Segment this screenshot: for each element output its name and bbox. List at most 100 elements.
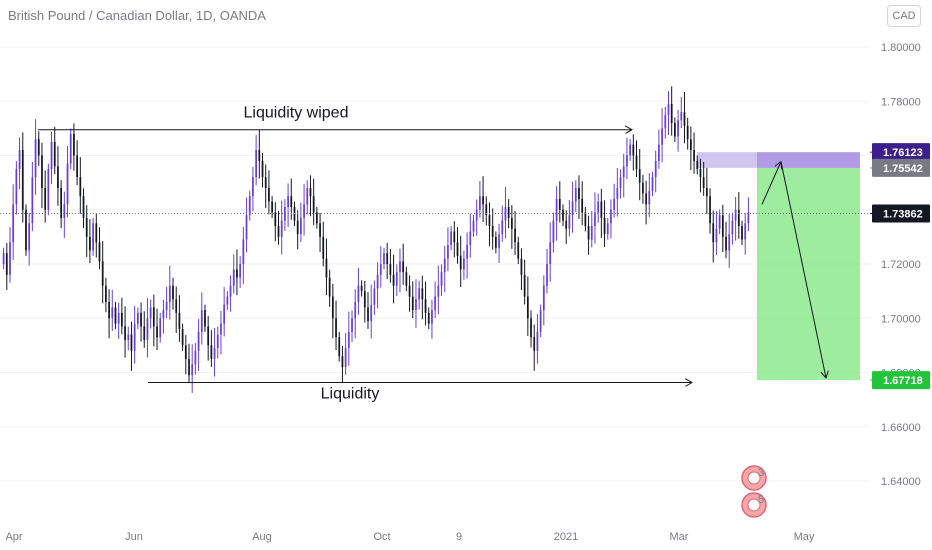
candle-body: [159, 318, 162, 338]
candle-body: [590, 226, 593, 240]
candle-body: [587, 226, 590, 240]
candle-body: [456, 242, 459, 256]
candle-body: [699, 169, 702, 178]
candle-body: [552, 220, 555, 243]
candle-body: [376, 274, 379, 289]
candle-body: [581, 198, 584, 213]
entry-zone-strong: [757, 152, 860, 168]
candle-body: [606, 223, 609, 235]
candle-body: [152, 307, 155, 327]
candle-body: [741, 226, 743, 240]
candle-body: [63, 204, 66, 218]
candle-body: [367, 307, 369, 321]
event-badge-count: 5: [758, 494, 764, 506]
candle-body: [373, 288, 376, 305]
candle-body: [594, 212, 596, 227]
candle-body: [693, 150, 695, 161]
candle-body: [226, 296, 229, 305]
candle-body: [73, 133, 75, 156]
candle-body: [172, 285, 174, 300]
candle-body: [571, 201, 574, 216]
candle-body: [357, 285, 360, 302]
candle-body: [130, 334, 133, 351]
x-tick-label: Jun: [125, 531, 143, 543]
candle-body: [661, 128, 663, 145]
candle-body: [287, 196, 289, 208]
candle-body: [268, 188, 270, 202]
candle-body: [12, 204, 15, 243]
candle-body: [120, 312, 123, 327]
candle-body: [427, 312, 430, 324]
candle-body: [389, 264, 392, 275]
candle-body: [264, 177, 267, 189]
candlestick-series: [2, 86, 750, 393]
candle-body: [34, 139, 37, 178]
candle-body: [331, 296, 334, 319]
y-tick-label: 1.66000: [881, 422, 921, 434]
candle-body: [533, 337, 536, 351]
candle-body: [453, 231, 456, 243]
candle-body: [258, 150, 261, 161]
candle-body: [546, 264, 548, 286]
x-tick-label: 9: [456, 531, 462, 543]
candle-body: [520, 258, 523, 275]
candle-body: [15, 169, 18, 205]
currency-button[interactable]: CAD: [887, 5, 921, 27]
candle-body: [220, 323, 222, 335]
candle-body: [539, 310, 542, 332]
candle-body: [306, 188, 309, 205]
candle-body: [411, 296, 414, 311]
price-tag-label: 1.73862: [883, 208, 923, 220]
candle-body: [57, 166, 59, 189]
candle-body: [619, 177, 622, 189]
candle-body: [459, 255, 462, 270]
candle-body: [245, 215, 248, 240]
candle-body: [242, 239, 245, 264]
candle-body: [379, 264, 382, 275]
candle-body: [188, 358, 190, 376]
candle-body: [415, 299, 417, 311]
candle-body: [207, 326, 210, 346]
candle-body: [725, 236, 727, 251]
candle-body: [178, 312, 181, 330]
candle-body: [475, 209, 478, 221]
candle-body: [162, 310, 165, 319]
candle-body: [629, 144, 632, 156]
candle-body: [363, 291, 366, 308]
candle-body: [117, 312, 120, 324]
candle-body: [734, 209, 737, 221]
candle-body: [146, 318, 149, 340]
candle-body: [315, 212, 318, 224]
candle-body: [200, 310, 203, 332]
candle-body: [731, 220, 734, 235]
candle-body: [223, 304, 226, 324]
candle-body: [632, 144, 635, 156]
candle-body: [686, 125, 689, 140]
x-tick-label: May: [794, 531, 815, 543]
time-axis[interactable]: Apr Jun Aug Oct 9 2021 Mar May: [5, 531, 814, 543]
event-badge-count: 3: [758, 467, 764, 479]
candle-body: [498, 234, 500, 248]
candle-body: [111, 307, 114, 319]
candle-body: [325, 258, 328, 278]
candle-body: [248, 196, 251, 216]
candle-body: [683, 112, 686, 126]
x-tick-label: Oct: [373, 531, 390, 543]
price-tag-label: 1.76123: [883, 147, 923, 159]
price-axis[interactable]: 1.800001.780001.760001.740001.720001.700…: [881, 42, 921, 488]
candle-body: [156, 326, 158, 338]
projection-up-arrow: [761, 162, 781, 205]
candle-body: [328, 277, 331, 297]
candle-body: [89, 236, 91, 251]
candle-body: [670, 103, 673, 123]
candle-body: [181, 329, 184, 346]
x-tick-label: 2021: [554, 531, 578, 543]
candle-body: [165, 301, 168, 311]
candle-body: [463, 258, 465, 270]
candle-body: [402, 261, 405, 273]
y-tick-label: 1.78000: [881, 96, 921, 108]
price-tag-target: [872, 371, 930, 390]
candle-body: [728, 234, 731, 251]
candle-body: [443, 258, 446, 273]
